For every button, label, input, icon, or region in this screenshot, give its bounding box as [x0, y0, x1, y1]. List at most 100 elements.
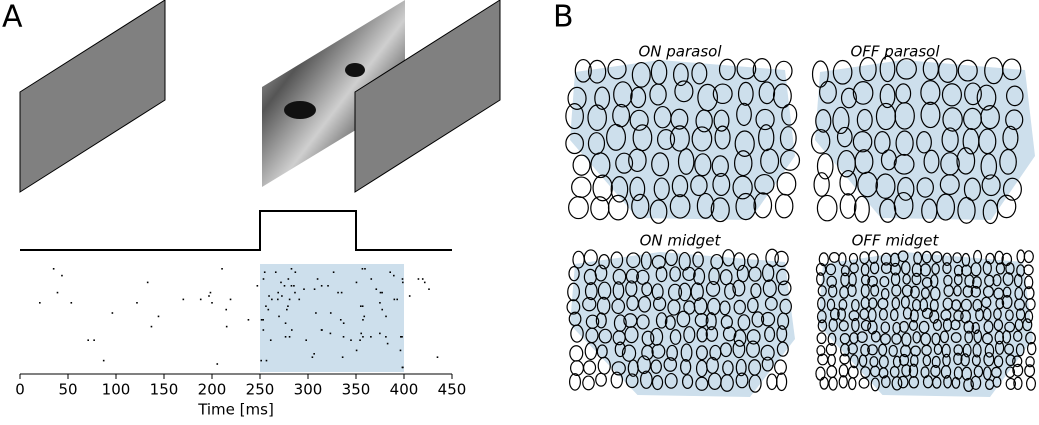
receptive-field: [1027, 377, 1036, 390]
spike: [313, 353, 315, 355]
spike: [360, 305, 362, 307]
spike: [208, 295, 210, 297]
receptive-field: [776, 194, 793, 218]
spike: [385, 336, 387, 338]
spike: [71, 302, 73, 304]
spike: [312, 356, 314, 358]
spike: [158, 316, 160, 318]
receptive-field: [569, 197, 589, 219]
spike: [53, 268, 55, 270]
spike: [340, 319, 342, 321]
receptive-field: [573, 155, 590, 175]
spike: [103, 360, 105, 362]
receptive-field: [1024, 265, 1033, 275]
receptive-field: [817, 154, 832, 179]
receptive-field: [775, 360, 787, 374]
spike: [275, 271, 277, 273]
receptive-field: [767, 374, 777, 389]
receptive-field: [830, 253, 840, 263]
spike: [293, 285, 295, 287]
spike: [402, 282, 404, 284]
spike: [280, 282, 282, 284]
spike: [281, 295, 283, 297]
receptive-field: [827, 366, 837, 378]
receptive-field: [584, 361, 596, 374]
spike: [418, 278, 420, 280]
spike: [151, 326, 153, 328]
spike: [221, 268, 223, 270]
spike: [330, 333, 332, 335]
receptive-field: [1017, 250, 1024, 263]
spike: [112, 312, 114, 314]
spike: [381, 292, 383, 294]
receptive-field: [814, 173, 829, 197]
spike: [285, 322, 287, 324]
panel-label: A: [2, 0, 23, 35]
spike: [268, 295, 270, 297]
spike: [248, 319, 250, 321]
x-tick-label: 450: [438, 381, 467, 399]
spike: [315, 312, 317, 314]
spike: [277, 299, 279, 301]
spike: [428, 288, 430, 290]
mosaic-title: ON midget: [640, 232, 722, 250]
spike: [264, 271, 266, 273]
spike: [289, 336, 291, 338]
spike: [350, 339, 352, 341]
receptive-field: [820, 377, 828, 389]
image-detail: [284, 101, 316, 119]
spike: [356, 350, 358, 352]
spike: [342, 356, 344, 358]
x-tick-label: 250: [246, 381, 275, 399]
spike: [289, 299, 291, 301]
spike: [387, 343, 389, 345]
spike: [263, 278, 265, 280]
spike: [360, 333, 362, 335]
spike: [424, 282, 426, 284]
spike: [87, 339, 89, 341]
receptive-field: [570, 374, 581, 390]
spike: [263, 329, 265, 331]
spike: [265, 305, 267, 307]
spike: [402, 367, 404, 369]
spike: [362, 268, 364, 270]
spike: [385, 316, 387, 318]
spike: [396, 299, 398, 301]
spike: [257, 285, 259, 287]
spike: [362, 319, 364, 321]
receptive-field: [777, 173, 796, 195]
spike: [341, 292, 343, 294]
spike: [380, 292, 382, 294]
spike: [375, 288, 377, 290]
mosaic-title: OFF parasol: [850, 43, 940, 61]
panel-label: B: [553, 0, 574, 35]
spike: [278, 316, 280, 318]
receptive-field: [859, 378, 869, 388]
x-tick-label: 150: [150, 381, 179, 399]
receptive-field: [839, 376, 847, 388]
mosaic-title: OFF midget: [852, 232, 940, 250]
spike: [333, 271, 335, 273]
spike: [330, 312, 332, 314]
receptive-field: [840, 194, 856, 219]
x-tick-label: 300: [294, 381, 323, 399]
x-tick-label: 100: [102, 381, 131, 399]
spike: [270, 339, 272, 341]
image-detail: [345, 63, 365, 77]
receptive-field: [777, 373, 787, 390]
spike: [295, 271, 297, 273]
spike: [370, 278, 372, 280]
spike: [291, 268, 293, 270]
spike: [381, 309, 383, 311]
x-tick-label: 400: [390, 381, 419, 399]
spike: [389, 271, 391, 273]
spike: [362, 336, 364, 338]
spike: [364, 268, 366, 270]
spike: [288, 278, 290, 280]
receptive-field: [828, 355, 835, 366]
spike: [337, 292, 339, 294]
spike: [317, 278, 319, 280]
receptive-field: [817, 333, 826, 344]
spike: [183, 299, 185, 301]
spike: [291, 329, 293, 331]
